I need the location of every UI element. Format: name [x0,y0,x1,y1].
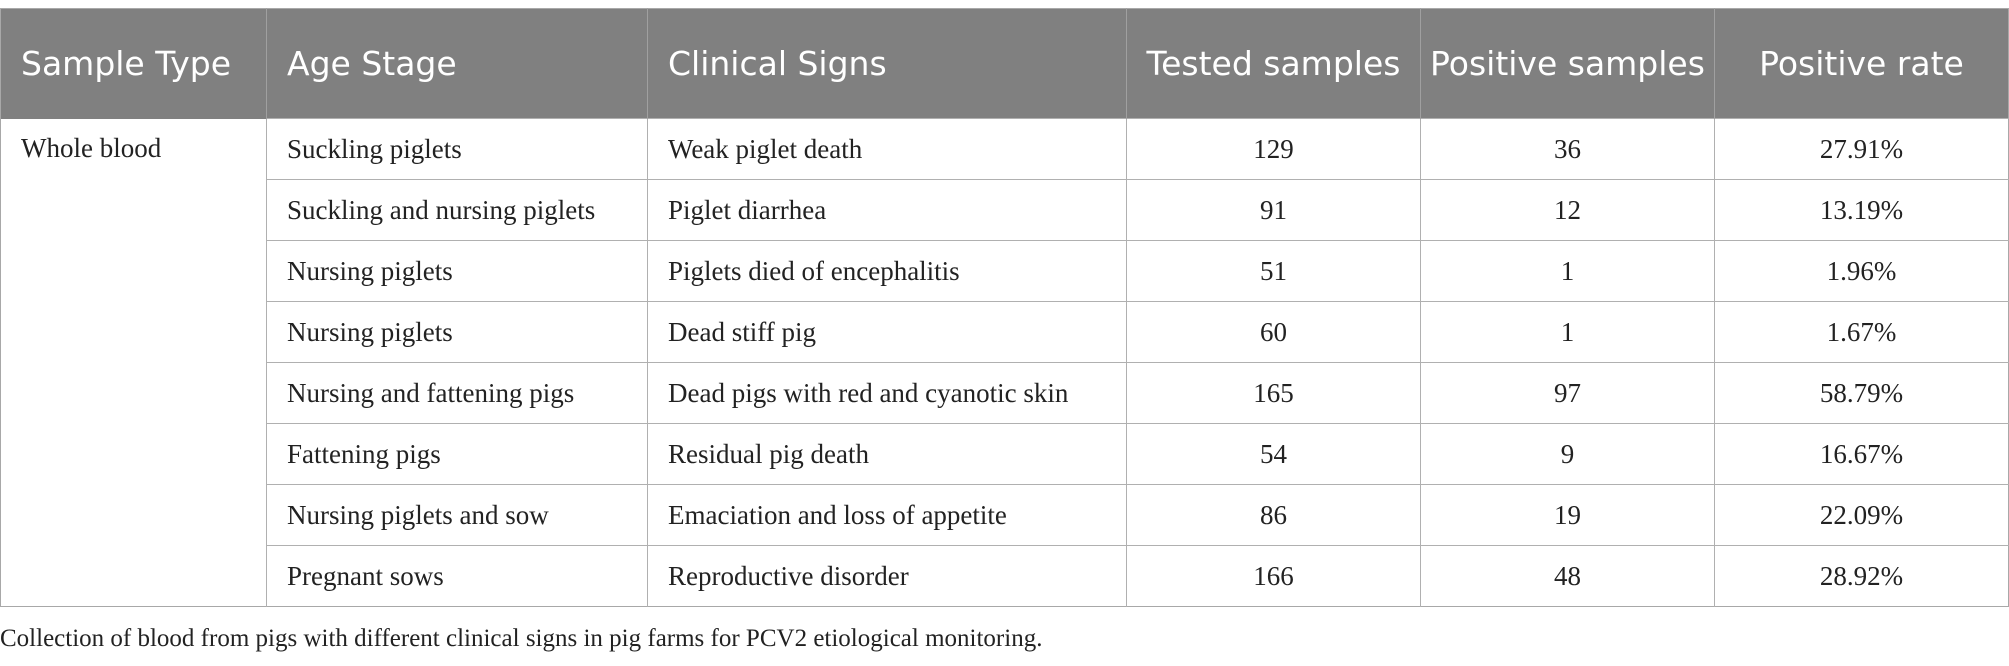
header-row: Sample Type Age Stage Clinical Signs Tes… [0,8,2009,119]
tested-cell: 60 [1126,301,1421,363]
rate-cell: 27.91% [1714,118,2009,180]
header-age-stage: Age Stage [266,8,648,119]
rate-cell: 13.19% [1714,179,2009,241]
rate-cell: 1.96% [1714,240,2009,302]
rate-cell: 28.92% [1714,545,2009,607]
tested-cell: 86 [1126,484,1421,546]
table-row: Suckling and nursing piglets Piglet diar… [1,179,2009,241]
header-sample-type: Sample Type [0,8,267,119]
clinical-signs-cell: Piglet diarrhea [647,179,1127,241]
positive-cell: 1 [1420,301,1715,363]
clinical-signs-cell: Reproductive disorder [647,545,1127,607]
age-stage-cell: Nursing piglets and sow [266,484,648,546]
rate-cell: 16.67% [1714,423,2009,485]
header-clinical-signs: Clinical Signs [647,8,1127,119]
rate-cell: 1.67% [1714,301,2009,363]
age-stage-cell: Pregnant sows [266,545,648,607]
header-tested-samples: Tested samples [1126,8,1421,119]
table-row: Nursing and fattening pigs Dead pigs wit… [1,362,2009,424]
table-row: Pregnant sows Reproductive disorder 166 … [1,545,2009,607]
rate-cell: 58.79% [1714,362,2009,424]
clinical-signs-cell: Residual pig death [647,423,1127,485]
clinical-signs-cell: Dead stiff pig [647,301,1127,363]
clinical-signs-cell: Piglets died of encephalitis [647,240,1127,302]
age-stage-cell: Fattening pigs [266,423,648,485]
header-positive-samples: Positive samples [1420,8,1715,119]
clinical-signs-cell: Dead pigs with red and cyanotic skin [647,362,1127,424]
tested-cell: 166 [1126,545,1421,607]
table-caption: Collection of blood from pigs with diffe… [0,625,1043,652]
tested-cell: 51 [1126,240,1421,302]
table-row: Nursing piglets Dead stiff pig 60 1 1.67… [1,301,2009,363]
positive-cell: 12 [1420,179,1715,241]
table-container: Sample Type Age Stage Clinical Signs Tes… [0,8,2009,607]
data-table: Sample Type Age Stage Clinical Signs Tes… [0,8,2009,607]
positive-cell: 48 [1420,545,1715,607]
clinical-signs-cell: Emaciation and loss of appetite [647,484,1127,546]
tested-cell: 129 [1126,118,1421,180]
sample-type-cell: Whole blood [0,118,267,607]
rate-cell: 22.09% [1714,484,2009,546]
table-header: Sample Type Age Stage Clinical Signs Tes… [0,8,2009,119]
table-row: Whole blood Suckling piglets Weak piglet… [0,118,2009,607]
positive-cell: 9 [1420,423,1715,485]
tested-cell: 54 [1126,423,1421,485]
age-stage-cell: Nursing piglets [266,301,648,363]
tested-cell: 165 [1126,362,1421,424]
age-stage-cell: Nursing piglets [266,240,648,302]
age-stage-cell: Nursing and fattening pigs [266,362,648,424]
table-row: Fattening pigs Residual pig death 54 9 1… [1,423,2009,485]
header-positive-rate: Positive rate [1759,43,1964,83]
positive-cell: 97 [1420,362,1715,424]
age-stage-cell: Suckling and nursing piglets [266,179,648,241]
positive-cell: 36 [1420,118,1715,180]
tested-cell: 91 [1126,179,1421,241]
table-row: Nursing piglets Piglets died of encephal… [1,240,2009,302]
positive-cell: 1 [1420,240,1715,302]
positive-cell: 19 [1420,484,1715,546]
age-stage-cell: Suckling piglets [266,118,648,180]
clinical-signs-cell: Weak piglet death [647,118,1127,180]
table-body: Whole blood Suckling piglets Weak piglet… [0,118,2009,607]
table-row: Nursing piglets and sow Emaciation and l… [1,484,2009,546]
